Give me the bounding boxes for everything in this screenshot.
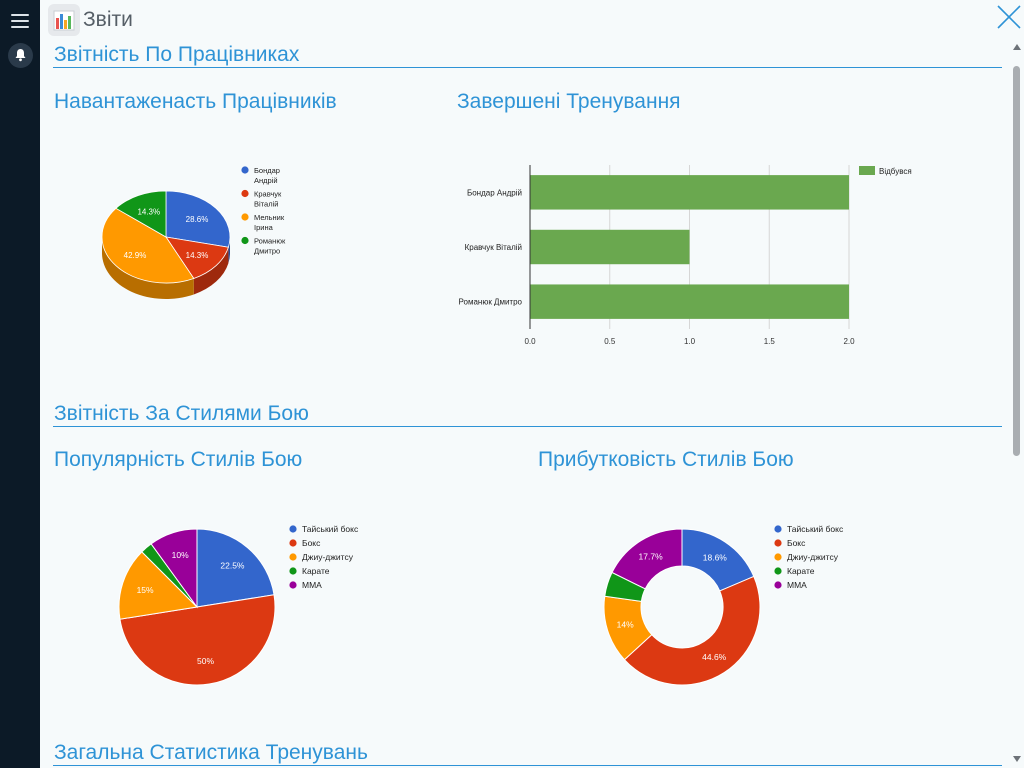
pie-slice (115, 190, 167, 238)
bar (530, 284, 849, 319)
menu-icon[interactable] (11, 14, 29, 28)
section-title-employees: Звітність По Працівниках (54, 43, 300, 66)
legend-item-label: Тайський бокс (787, 524, 844, 534)
section-divider (53, 426, 1002, 427)
x-tick-label: 2.0 (843, 337, 855, 346)
legend-item-label: Віталій (254, 200, 278, 209)
donut-slice (611, 528, 683, 590)
legend-label: Відбувся (879, 167, 912, 176)
slice-value-label: 28.6% (186, 215, 209, 224)
legend-item-label: Андрій (254, 176, 278, 185)
slice-value-label: 18.6% (703, 552, 728, 562)
pie3d-side (193, 247, 229, 295)
legend-item-label: Джиу-джитсу (302, 552, 354, 562)
x-tick-label: 1.5 (764, 337, 776, 346)
pie-slice (165, 190, 231, 248)
pie-slice (150, 528, 198, 609)
slice-value-label: 44.6% (702, 652, 727, 662)
legend-item-marker (774, 567, 782, 575)
pie-slice (165, 236, 229, 279)
legend-item-label: Дмитро (254, 247, 280, 256)
legend-item-marker (241, 166, 249, 174)
legend-item-marker (289, 525, 297, 533)
app-icon (48, 4, 80, 36)
legend-item-label: Бокс (787, 538, 806, 548)
chart-title-style-profitability: Прибутковість Стилів Бою (538, 448, 794, 471)
legend-item-marker (289, 553, 297, 561)
legend-item-label: Тайський бокс (302, 524, 359, 534)
slice-value-label: 14.3% (186, 251, 209, 260)
donut-slice (604, 571, 646, 602)
legend-item-label: Кравчук (254, 190, 282, 199)
bar-chart-icon (53, 10, 75, 31)
window-header: Звіти (40, 0, 1024, 40)
pie-slice (196, 528, 275, 608)
legend-item-label: Мельник (254, 213, 285, 222)
scroll-up-arrow-icon[interactable] (1013, 44, 1021, 50)
legend-item-label: ММА (787, 580, 807, 590)
slice-value-label: 42.9% (124, 251, 147, 260)
legend-item-label: Бокс (302, 538, 321, 548)
legend-item-label: Ірина (254, 223, 274, 232)
bell-icon (15, 49, 26, 62)
legend-item-label: Джиу-джитсу (787, 552, 839, 562)
slice-value-label: 14.3% (137, 207, 160, 216)
chart-title-workload: Навантаженасть Працівників (54, 90, 337, 113)
legend-item-marker (241, 213, 249, 221)
chart-title-style-popularity: Популярність Стилів Бою (54, 448, 303, 471)
slice-value-label: 10% (172, 550, 189, 560)
legend-item-label: Бондар (254, 166, 280, 175)
left-sidebar (0, 0, 40, 768)
section-divider (53, 67, 1002, 68)
slice-value-label: 22.5% (220, 560, 245, 570)
window-title: Звіти (83, 8, 133, 31)
bar (530, 175, 849, 210)
y-category-label: Кравчук Віталій (465, 243, 522, 252)
pie3d-side (102, 237, 194, 299)
legend-item-label: Романюк (254, 237, 286, 246)
legend-item-marker (241, 236, 249, 245)
section-divider (53, 765, 1002, 766)
bar (530, 229, 690, 265)
chart-title-completed-trainings: Завершені Тренування (457, 90, 681, 113)
pie-slice (141, 543, 198, 608)
close-icon[interactable] (996, 4, 1022, 30)
legend-item-marker (774, 553, 782, 561)
section-title-styles: Звітність За Стилями Бою (54, 402, 309, 425)
charts-canvas: 28.6%14.3%42.9%14.3%БондарАндрійКравчукВ… (101, 165, 912, 686)
pie-slice (101, 207, 195, 284)
legend-item-label: Карате (302, 566, 330, 576)
legend-item-marker (241, 189, 249, 198)
x-tick-label: 0.5 (604, 337, 616, 346)
slice-value-label: 14% (617, 620, 634, 630)
x-tick-label: 0.0 (524, 337, 536, 346)
legend-swatch (859, 166, 875, 175)
legend-item-marker (774, 525, 782, 533)
legend-item-marker (774, 581, 782, 589)
scroll-down-arrow-icon[interactable] (1013, 756, 1021, 762)
donut-slice (623, 575, 761, 686)
donut-slice (681, 528, 755, 592)
slice-value-label: 15% (137, 585, 154, 595)
section-title-general: Загальна Статистика Тренувань (54, 741, 368, 764)
legend-item-marker (774, 539, 782, 547)
x-tick-label: 1.0 (684, 337, 696, 346)
slice-value-label: 50% (197, 656, 214, 666)
legend-item-label: Карате (787, 566, 815, 576)
scrollbar[interactable] (1010, 40, 1024, 768)
y-category-label: Бондар Андрій (467, 188, 522, 197)
pie-slice (118, 551, 199, 620)
notifications-button[interactable] (8, 43, 33, 68)
reports-window: Звіти Звітність По Працівниках Навантаже… (40, 0, 1024, 768)
legend-item-label: ММА (302, 580, 322, 590)
donut-slice (603, 595, 653, 661)
y-category-label: Романюк Дмитро (459, 298, 523, 307)
legend-item-marker (289, 581, 297, 589)
legend-item-marker (289, 567, 297, 575)
pie3d-side (228, 237, 230, 264)
legend-item-marker (289, 539, 297, 547)
scrollbar-thumb[interactable] (1013, 66, 1020, 456)
pie-slice (119, 594, 276, 686)
slice-value-label: 17.7% (639, 551, 664, 561)
